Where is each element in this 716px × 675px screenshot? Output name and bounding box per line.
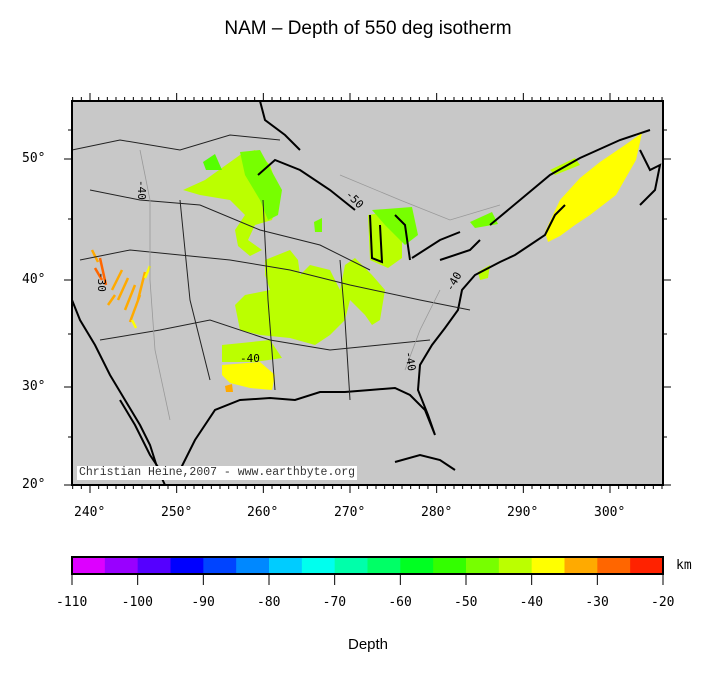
map-ticks xyxy=(64,93,671,493)
colorbar-label: Depth xyxy=(347,636,389,653)
depth-fill xyxy=(90,133,642,392)
cuba xyxy=(394,453,456,471)
colorbar-tick-label: -100 xyxy=(121,595,153,610)
lon-label: 270° xyxy=(334,505,366,520)
colorbar-bin xyxy=(531,557,565,574)
colorbar-bin xyxy=(564,557,598,574)
depth-patch-texas-orange xyxy=(225,384,233,392)
depth-patch-minnesota xyxy=(240,150,282,220)
coastlines xyxy=(71,100,662,486)
colorbar xyxy=(71,556,664,585)
contour-lines xyxy=(139,149,501,421)
lon-label: 260° xyxy=(247,505,279,520)
colorbar-bin xyxy=(236,557,270,574)
depth-patch-texas-lime xyxy=(222,340,282,362)
colorbar-tick-label: -90 xyxy=(191,595,215,610)
depth-patch-central xyxy=(235,250,385,345)
colorbar-tick-label: -50 xyxy=(454,595,478,610)
colorbar-bin xyxy=(137,557,171,574)
contour-label: -40 xyxy=(402,350,418,372)
baja xyxy=(119,399,161,471)
lon-label: 250° xyxy=(161,505,193,520)
colorbar-bin xyxy=(400,557,434,574)
colorbar-tick-label: -110 xyxy=(56,595,88,610)
depth-patch-utah xyxy=(90,249,152,329)
colorbar-bin xyxy=(269,557,303,574)
colorbar-bin xyxy=(334,557,368,574)
credit-text: Christian Heine,2007 - www.earthbyte.org xyxy=(77,466,358,480)
colorbar-bin xyxy=(466,557,500,574)
contour-label: -30 xyxy=(95,272,108,292)
lon-label: 280° xyxy=(421,505,453,520)
colorbar-bin xyxy=(597,557,631,574)
colorbar-bin xyxy=(301,557,336,574)
colorbar-tick-label: -80 xyxy=(257,595,281,610)
colorbar-bin xyxy=(72,557,106,574)
depth-patch-small xyxy=(203,154,222,170)
colorbar-tick-label: -30 xyxy=(585,595,609,610)
gulf-coast xyxy=(179,204,566,471)
contour-label: -40 xyxy=(135,180,148,200)
great-lakes xyxy=(257,158,481,264)
depth-patch-iowa xyxy=(314,218,322,232)
figure-title: NAM – Depth of 550 deg isotherm xyxy=(224,18,512,39)
colorbar-unit: km xyxy=(676,558,692,573)
lat-label: 50° xyxy=(22,151,46,166)
colorbar-bin xyxy=(498,557,533,574)
colorbar-bin xyxy=(367,557,401,574)
colorbar-frame xyxy=(71,556,664,575)
lon-label: 300° xyxy=(594,505,626,520)
contour-label: -40 xyxy=(240,352,260,365)
depth-patch-texas-yellow xyxy=(222,362,275,390)
borders-rivers xyxy=(71,134,471,401)
depth-patch-quebec xyxy=(545,133,642,242)
lat-label: 40° xyxy=(22,272,46,287)
colorbar-bin xyxy=(203,557,237,574)
colorbar-bin xyxy=(104,557,139,574)
st-lawrence-river xyxy=(489,129,651,226)
colorbar-bin xyxy=(170,557,204,574)
lon-label: 290° xyxy=(507,505,539,520)
lat-label: 20° xyxy=(22,477,46,492)
lat-label: 30° xyxy=(22,379,46,394)
colorbar-tick-label: -60 xyxy=(388,595,412,610)
lon-label: 240° xyxy=(74,505,106,520)
colorbar-tick-label: -70 xyxy=(322,595,347,610)
colorbar-tick-label: -40 xyxy=(519,595,544,610)
colorbar-bin xyxy=(433,557,467,574)
newfoundland xyxy=(639,149,662,206)
colorbar-tick-label: -20 xyxy=(651,595,675,610)
colorbar-bin xyxy=(630,557,664,574)
hudson-bay xyxy=(259,100,301,151)
